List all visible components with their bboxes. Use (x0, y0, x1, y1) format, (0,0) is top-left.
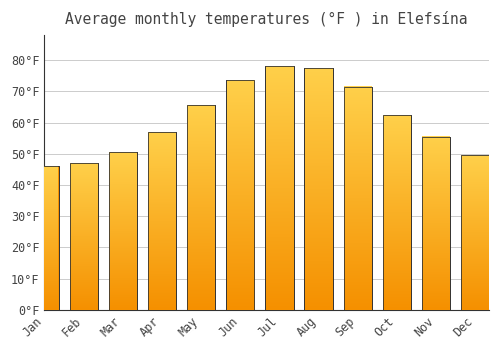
Bar (383, 115, 411, 310)
Bar (108, 152, 137, 310)
Bar (148, 132, 176, 310)
Bar (226, 80, 254, 310)
Bar (422, 136, 450, 310)
Bar (304, 68, 332, 310)
Bar (383, 115, 411, 310)
Bar (187, 105, 215, 310)
Bar (266, 66, 293, 310)
Bar (148, 132, 176, 310)
Bar (461, 155, 490, 310)
Title: Average monthly temperatures (°F ) in Elefsína: Average monthly temperatures (°F ) in El… (66, 11, 468, 27)
Bar (30, 166, 58, 310)
Bar (422, 136, 450, 310)
Bar (226, 80, 254, 310)
Bar (266, 66, 293, 310)
Bar (70, 163, 98, 310)
Bar (304, 68, 332, 310)
Bar (461, 155, 490, 310)
Bar (344, 87, 372, 310)
Bar (344, 87, 372, 310)
Bar (30, 166, 58, 310)
Bar (108, 152, 137, 310)
Bar (187, 105, 215, 310)
Bar (70, 163, 98, 310)
